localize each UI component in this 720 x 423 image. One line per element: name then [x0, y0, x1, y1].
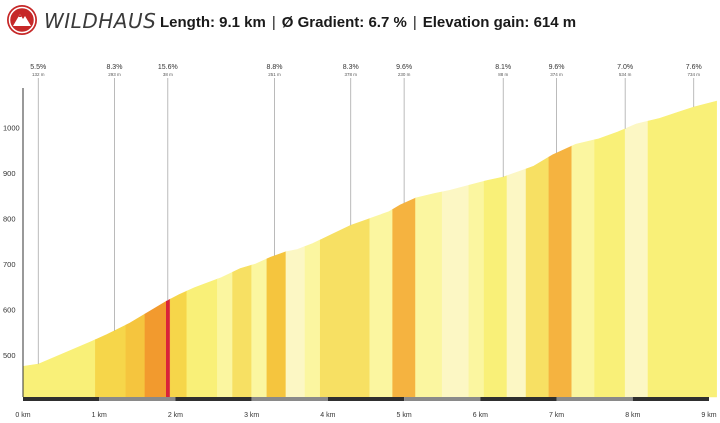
gradient-label: 7.0%	[617, 64, 633, 71]
km-bar-segment	[99, 397, 176, 401]
gradient-segment	[232, 264, 252, 398]
segment-length-label: 293 m	[108, 72, 121, 77]
gradient-segment	[125, 313, 146, 398]
segment-length-label: 230 m	[398, 72, 411, 77]
segment-length-label: 132 m	[32, 72, 45, 77]
gradient-segment	[144, 300, 167, 398]
gradient-segment	[285, 246, 306, 398]
segment-length-label: 534 m	[619, 72, 632, 77]
gradient-segment	[441, 184, 470, 398]
x-tick-label: 5 km	[397, 412, 412, 419]
km-bar-segment	[480, 397, 557, 401]
x-tick-label: 3 km	[244, 412, 259, 419]
gradient-segment	[506, 168, 527, 398]
gradient-label: 15.6%	[158, 64, 178, 71]
gradient-segment	[594, 128, 626, 398]
gradient-segment	[95, 324, 127, 398]
gradient-segment	[415, 191, 443, 398]
segment-length-label: 88 m	[498, 72, 508, 77]
x-tick-label: 4 km	[320, 412, 335, 419]
header: WILDHAUS Length: 9.1 km | Ø Gradient: 6.7 …	[0, 0, 720, 46]
brand-title: WILDHAUS	[44, 9, 157, 33]
gradient-segment	[22, 339, 96, 398]
gradient-stat: Ø Gradient: 6.7 %	[281, 14, 407, 31]
gradient-label: 8.1%	[495, 64, 511, 71]
y-tick-label: 800	[3, 215, 16, 224]
km-bar-segment	[556, 397, 633, 401]
y-tick-label: 1000	[3, 124, 20, 133]
gradient-segment	[525, 156, 550, 398]
x-tick-label: 1 km	[92, 412, 107, 419]
x-tick-label: 7 km	[549, 412, 564, 419]
x-tick-label: 9 km	[701, 412, 716, 419]
y-tick-label: 500	[3, 351, 16, 360]
km-bar-segment	[251, 397, 328, 401]
axes: 500 600 700 800 900 1000 0 km 1 km 2 km 3 km 4 km 5…	[3, 88, 717, 419]
gradient-segment	[647, 100, 717, 398]
gradient-segment	[217, 271, 233, 398]
gradient-segment	[468, 180, 485, 398]
annotation-labels: 5.5%132 m8.3%293 m15.6%38 m8.8%251 m8.3%…	[30, 64, 701, 77]
separator: |	[412, 14, 417, 31]
gradient-segment	[483, 175, 508, 398]
km-bar-segment	[327, 397, 405, 401]
segment-length-label: 378 m	[344, 72, 357, 77]
gradient-segment	[571, 139, 595, 398]
gradient-label: 7.6%	[686, 64, 702, 71]
gradient-label: 8.8%	[267, 64, 283, 71]
gradient-segment	[624, 120, 649, 398]
gradient-segment	[548, 145, 573, 398]
gradient-segment	[369, 208, 393, 398]
gradient-segment	[392, 197, 416, 398]
km-bar-segment	[632, 397, 709, 401]
gradient-label: 8.3%	[106, 64, 122, 71]
x-tick-label: 2 km	[168, 412, 183, 419]
segment-length-label: 734 m	[687, 72, 700, 77]
route-stats: Length: 9.1 km | Ø Gradient: 6.7 % | Elevati…	[160, 14, 576, 31]
km-bar-segment	[23, 397, 100, 401]
gradient-segment	[319, 218, 371, 398]
elevation-gain-stat: Elevation gain: 614 m	[422, 14, 577, 31]
x-tick-label: 6 km	[473, 412, 488, 419]
gradient-label: 8.3%	[343, 64, 359, 71]
gradient-label: 9.6%	[549, 64, 565, 71]
km-bar-segment	[404, 397, 481, 401]
gradient-label: 9.6%	[396, 64, 412, 71]
length-stat: Length: 9.1 km	[160, 14, 266, 31]
km-bar-segment	[175, 397, 252, 401]
gradient-segment	[166, 298, 171, 398]
gradient-segments	[22, 100, 717, 398]
separator: |	[271, 14, 276, 31]
gradient-segment	[186, 278, 218, 398]
segment-length-label: 251 m	[268, 72, 281, 77]
x-tick-label: 8 km	[625, 412, 640, 419]
gradient-segment	[251, 258, 268, 398]
segment-length-label: 374 m	[550, 72, 563, 77]
gradient-segment	[304, 239, 321, 398]
mountain-pass-icon	[7, 5, 37, 35]
gradient-segment	[266, 251, 287, 398]
y-tick-label: 900	[3, 169, 16, 178]
annotation-lines	[37, 78, 695, 365]
gradient-label: 5.5%	[30, 64, 46, 71]
y-tick-label: 700	[3, 260, 16, 269]
x-tick-label: 0 km	[15, 412, 30, 419]
gradient-segment	[169, 290, 188, 398]
y-tick-label: 600	[3, 306, 16, 315]
segment-length-label: 38 m	[163, 72, 173, 77]
